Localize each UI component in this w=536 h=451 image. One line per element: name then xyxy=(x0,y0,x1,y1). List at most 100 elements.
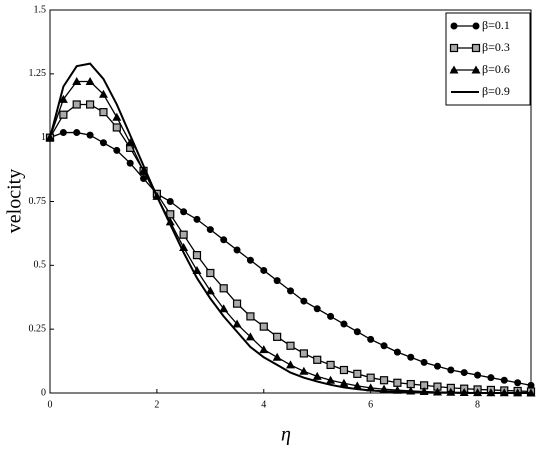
legend-box xyxy=(445,12,531,106)
data-point xyxy=(232,319,242,328)
legend-marker xyxy=(472,22,480,30)
data-point xyxy=(126,159,134,167)
data-point xyxy=(326,360,335,370)
y-tick-label: 0.5 xyxy=(34,260,47,271)
data-point xyxy=(273,332,282,341)
data-point xyxy=(514,379,522,387)
legend-label: β=0.3 xyxy=(482,40,510,54)
data-point xyxy=(219,304,229,313)
legend-marker xyxy=(471,43,481,53)
data-point xyxy=(313,305,321,313)
x-tick-label: 0 xyxy=(48,399,53,410)
data-point xyxy=(327,312,335,320)
y-tick-label: 1.25 xyxy=(29,68,47,79)
data-point xyxy=(286,360,295,369)
data-point xyxy=(380,342,388,350)
x-tick-label: 8 xyxy=(475,399,480,410)
series-line xyxy=(49,62,531,394)
data-point xyxy=(300,297,308,305)
data-point xyxy=(259,322,268,331)
data-point xyxy=(165,217,175,226)
x-axis-title: η xyxy=(281,424,291,446)
data-point xyxy=(433,362,441,370)
data-point xyxy=(180,208,188,216)
data-point xyxy=(232,299,242,308)
legend-label: β=0.6 xyxy=(482,62,510,76)
data-point xyxy=(379,376,389,385)
data-point xyxy=(352,381,362,390)
legend-label: β=0.1 xyxy=(482,18,510,32)
data-point xyxy=(353,328,361,336)
data-point xyxy=(272,352,282,361)
data-point xyxy=(193,215,201,223)
y-tick-label: 0 xyxy=(41,387,46,398)
data-point xyxy=(112,123,121,132)
data-point xyxy=(206,226,214,234)
legend-marker xyxy=(449,43,459,53)
data-point xyxy=(367,335,375,343)
data-point xyxy=(125,138,135,147)
data-point xyxy=(312,371,322,380)
data-point xyxy=(420,358,428,366)
data-point xyxy=(339,365,349,375)
y-axis-title: velocity xyxy=(4,169,26,233)
data-point xyxy=(474,371,482,379)
data-point xyxy=(259,345,269,354)
x-tick-label: 4 xyxy=(261,399,266,410)
data-point xyxy=(313,355,322,364)
data-point xyxy=(340,320,348,328)
data-point xyxy=(59,129,67,137)
data-point xyxy=(460,369,468,377)
data-point xyxy=(140,175,148,183)
data-point xyxy=(72,100,81,109)
x-tick-label: 6 xyxy=(368,399,373,410)
data-point xyxy=(447,366,455,374)
y-tick-label: 1.5 xyxy=(34,4,47,15)
data-point xyxy=(500,376,508,384)
data-point xyxy=(393,348,401,356)
data-point xyxy=(166,198,174,205)
data-point xyxy=(233,246,241,254)
data-point xyxy=(366,373,375,382)
data-point xyxy=(99,139,107,147)
y-tick-label: 0.25 xyxy=(29,323,47,334)
data-point xyxy=(85,100,95,109)
y-tick-label: 0.75 xyxy=(29,196,47,207)
data-point xyxy=(192,251,202,260)
legend-label: β=0.9 xyxy=(482,84,510,98)
data-point xyxy=(393,378,402,387)
data-point xyxy=(326,375,336,384)
data-point xyxy=(527,381,535,389)
data-point xyxy=(98,89,108,98)
data-point xyxy=(112,112,122,121)
data-point xyxy=(219,284,228,293)
data-point xyxy=(286,341,295,350)
data-point xyxy=(287,287,294,295)
data-point xyxy=(58,94,68,103)
data-point xyxy=(72,76,82,85)
data-point xyxy=(86,131,94,139)
x-tick-label: 2 xyxy=(154,399,159,410)
data-point xyxy=(113,146,121,154)
legend-marker xyxy=(471,65,481,74)
legend-marker xyxy=(449,65,459,74)
y-tick-label: 1 xyxy=(41,132,46,143)
data-point xyxy=(260,266,268,274)
data-point xyxy=(220,236,228,244)
legend-marker xyxy=(450,22,458,30)
data-point xyxy=(99,108,108,117)
data-point xyxy=(407,353,415,361)
data-point xyxy=(179,230,188,239)
data-point xyxy=(353,369,362,378)
data-point xyxy=(339,378,349,387)
data-point xyxy=(246,256,254,264)
data-point xyxy=(59,110,68,119)
data-point xyxy=(299,349,308,358)
data-point xyxy=(245,332,255,341)
data-point xyxy=(73,129,81,137)
data-point xyxy=(273,277,281,285)
data-point xyxy=(299,366,309,375)
data-point xyxy=(206,268,215,278)
data-point xyxy=(205,286,215,295)
